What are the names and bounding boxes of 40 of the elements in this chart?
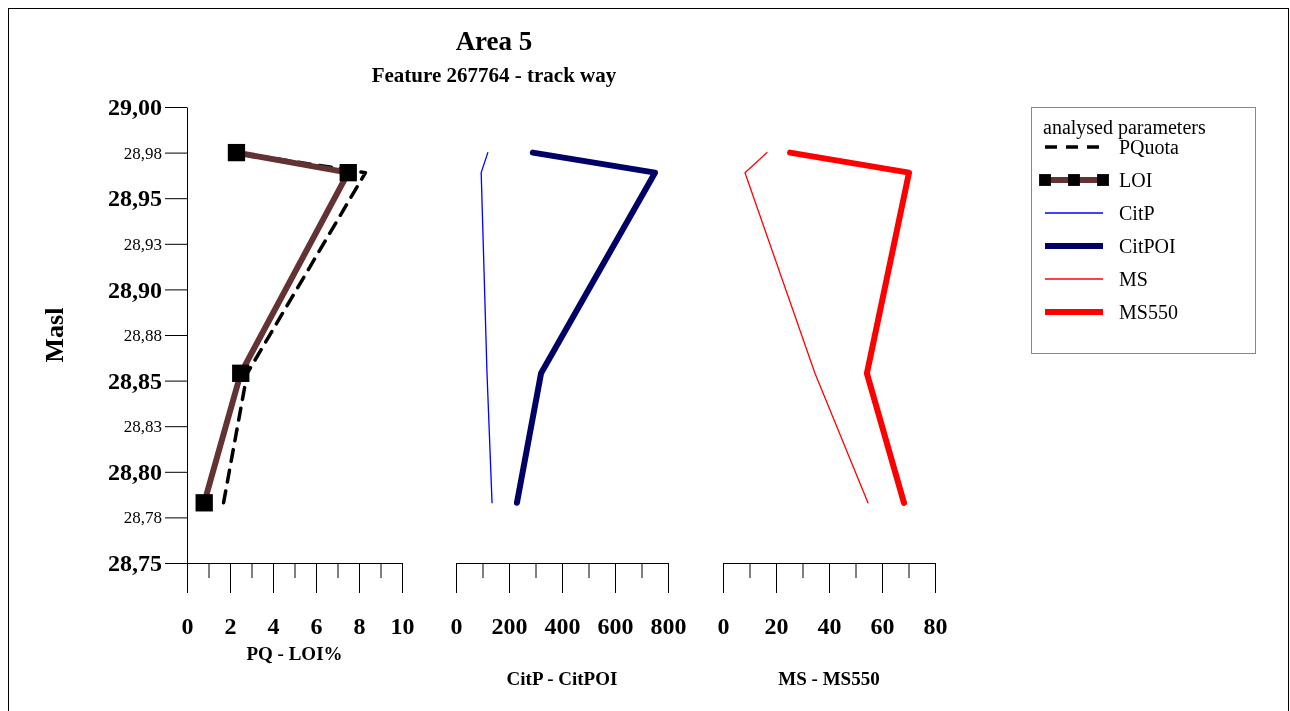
y-tick-label: 28,78 [123,508,162,528]
x-tick-label: 6 [310,613,323,640]
y-axis-title: Masl [40,307,69,363]
y-tick-label: 28,80 [108,458,162,485]
x-tick-label: 40 [817,613,842,640]
legend-label: LOI [1119,169,1153,191]
legend-title: analysed parameters [1043,116,1206,139]
chart-subtitle: Feature 267764 - track way [371,63,617,87]
y-tick-label: 28,95 [108,185,162,212]
x-tick-label: 0 [717,613,730,640]
legend-label: MS [1119,268,1148,290]
legend-label: CitP [1119,202,1155,224]
x-tick-label: 400 [544,613,581,640]
y-tick-label: 28,88 [123,325,162,345]
x-tick-label: 60 [870,613,895,640]
chart-title: Area 5 [455,26,533,56]
x-tick-label: 0 [450,613,463,640]
y-tick-label: 28,83 [123,417,162,437]
y-tick-label: 28,93 [123,234,162,254]
legend-label: MS550 [1119,301,1178,323]
x-tick-label: 0 [181,613,194,640]
x-tick-label: 600 [597,613,634,640]
x-tick-label: 10 [390,613,415,640]
x-tick-label: 8 [353,613,366,640]
x-axis-title: CitP - CitPOI [506,668,618,689]
x-axis-title: PQ - LOI% [246,643,343,664]
x-tick-label: 2 [224,613,237,640]
x-tick-label: 200 [491,613,528,640]
y-tick-label: 29,00 [108,94,162,121]
x-tick-label: 80 [923,613,948,640]
x-tick-label: 20 [764,613,789,640]
y-tick-label: 28,90 [108,276,162,303]
y-tick-label: 28,98 [123,143,162,163]
x-tick-label: 4 [267,613,280,640]
x-axis-title: MS - MS550 [778,668,880,689]
y-tick-label: 28,75 [108,550,162,577]
x-tick-label: 800 [650,613,687,640]
legend-label: CitPOI [1119,235,1176,257]
y-tick-label: 28,85 [108,367,162,394]
point [227,143,246,162]
